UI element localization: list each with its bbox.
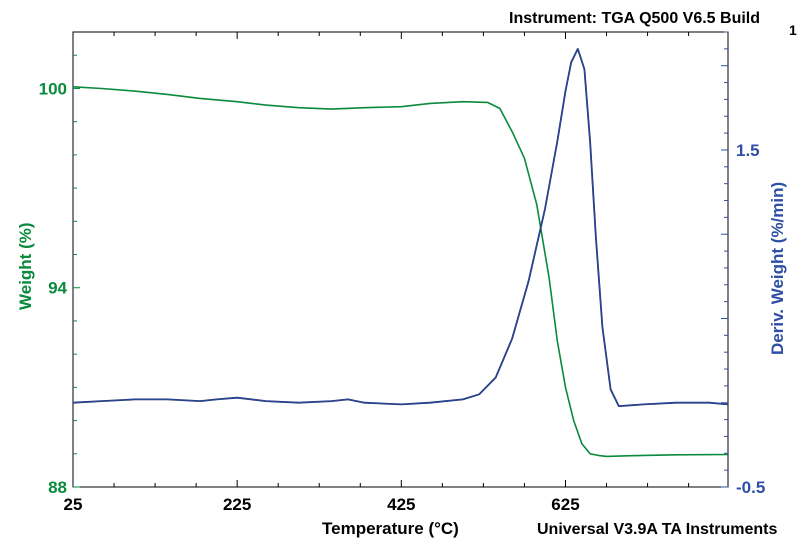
instrument-label: Instrument: TGA Q500 V6.5 Build: [509, 10, 760, 27]
series-layer: [72, 48, 729, 458]
y2-tick-label: 1.5: [736, 141, 760, 160]
x-tick-label: 25: [64, 495, 83, 514]
ticks-layer: [72, 31, 728, 488]
deriv-series-line: [72, 48, 729, 407]
x-tick-label: 625: [551, 495, 579, 514]
x-tick-label: 225: [223, 495, 251, 514]
y-axis-title: Weight (%): [16, 222, 35, 310]
labels-layer: 25 225 425 625 88 94 100 -0.5 1.5: [39, 79, 766, 514]
x-tick-label: 425: [387, 495, 415, 514]
instrument-suffix: 1: [789, 22, 797, 38]
y-tick-label: 100: [39, 79, 67, 98]
y2-tick-label: -0.5: [736, 478, 765, 497]
deriv-series-highlight: [72, 48, 729, 407]
y-tick-label: 88: [48, 478, 67, 497]
x-axis-title: Temperature (°C): [322, 519, 459, 538]
software-label: Universal V3.9A TA Instruments: [537, 521, 777, 538]
weight-series-line: [72, 86, 729, 458]
y2-axis-title: Deriv. Weight (%/min): [768, 182, 787, 355]
y-tick-label: 94: [48, 279, 67, 298]
plot-frame: [72, 31, 729, 488]
